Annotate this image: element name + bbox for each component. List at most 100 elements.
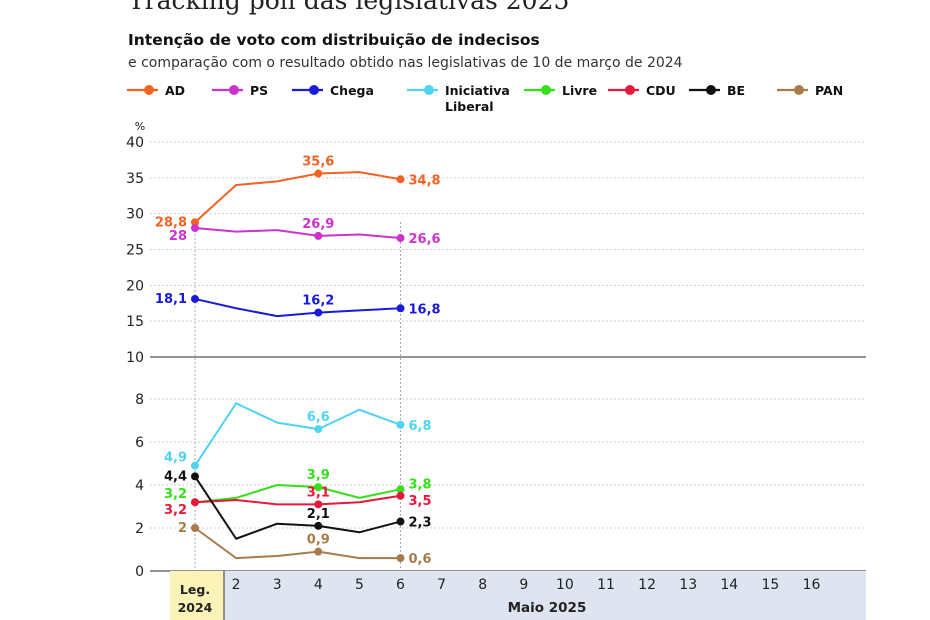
series-line-ps [194,227,401,240]
legend-line-dot-icon [523,83,556,97]
y-axis-unit: % [135,120,145,133]
data-label-pan: 0,9 [307,533,330,548]
legend-label: PS [250,83,269,98]
legend-line-dot-icon [776,83,809,97]
data-label-ps: 28 [169,229,187,244]
data-label-cdu: 3,5 [409,494,432,509]
series-line-ad [194,171,401,224]
legend-label: PAN [815,83,844,98]
data-label-iniciativa-liberal: 6,6 [307,410,330,425]
y-tick-label: 40 [126,135,144,151]
data-point-cdu [396,491,405,500]
legend-line-dot-icon [291,83,324,97]
data-label-livre: 3,2 [164,487,187,502]
legend-label: AD [165,83,186,98]
series-line-be [194,475,401,540]
data-point-ps [314,231,323,240]
data-label-pan: 0,6 [409,552,432,567]
series-line-pan [194,527,401,560]
data-label-chega: 16,8 [409,302,441,317]
data-point-chega [396,304,405,313]
leg-2024-cell [170,571,224,620]
data-label-ad: 35,6 [302,155,334,170]
legend-item-iniciativa-liberal: Iniciativa Liberal [406,83,515,115]
x-tick-label: 12 [638,577,656,593]
legend-label: BE [727,83,746,98]
data-point-ad [314,169,323,178]
series-line-iniciativa-liberal [194,402,401,467]
legend-label: CDU [646,83,676,98]
data-label-iniciativa-liberal: 6,8 [409,419,432,434]
data-point-livre [396,485,405,494]
data-label-chega: 16,2 [302,294,334,309]
data-label-cdu: 3,1 [307,485,330,500]
legend-line-dot-icon [688,83,721,97]
data-point-cdu [191,498,199,507]
data-label-chega: 18,1 [155,292,187,307]
chart-description: e comparação com o resultado obtido nas … [128,55,683,71]
legend-item-livre: Livre [523,83,597,99]
x-tick-label: 2 [232,577,241,593]
data-point-be [191,472,199,481]
data-label-livre: 3,8 [409,477,432,492]
x-tick-label: 7 [437,577,446,593]
data-label-ps: 26,6 [409,232,441,247]
x-tick-label: 4 [314,577,323,593]
data-point-ps [191,224,199,232]
x-tick-label: Leg. [180,582,210,597]
data-point-iniciativa-liberal [191,461,199,470]
data-label-be: 2,1 [307,507,330,522]
y-tick-label: 30 [126,207,144,223]
y-tick-label: 15 [126,314,144,330]
legend-item-ad: AD [126,83,185,99]
x-tick-label: 3 [273,577,282,593]
data-label-ps: 26,9 [302,217,334,232]
x-tick-label: 6 [396,577,405,593]
chart-subtitle: Intenção de voto com distribuição de ind… [128,31,540,49]
x-axis-band [224,571,866,620]
data-point-ad [396,175,405,184]
x-tick-label: 2024 [178,600,213,615]
legend-item-pan: PAN [776,83,843,99]
data-point-pan [396,554,405,563]
data-point-be [314,521,323,530]
x-axis-label: Maio 2025 [508,600,587,616]
data-point-chega [191,294,199,303]
x-tick-label: 5 [355,577,364,593]
data-point-iniciativa-liberal [396,420,405,429]
legend-item-ps: PS [211,83,268,99]
legend-label: Iniciativa Liberal [445,83,510,114]
data-point-iniciativa-liberal [314,425,323,434]
data-label-ad: 34,8 [409,173,441,188]
legend-line-dot-icon [607,83,640,97]
data-point-livre [314,483,323,492]
legend-line-dot-icon [211,83,244,97]
data-point-pan [314,547,323,556]
legend-label: Livre [562,83,598,98]
legend: AD PS Chega Iniciativa Liberal Livre CDU BE PAN [126,83,886,123]
data-label-ad: 28,8 [155,215,187,230]
y-tick-label: 0 [135,564,144,580]
data-label-iniciativa-liberal: 4,9 [164,451,187,466]
legend-item-chega: Chega [291,83,374,99]
data-point-be [396,517,405,526]
x-tick-label: 9 [519,577,528,593]
data-point-cdu [314,500,323,509]
chart-title: Tracking poll das legislativas 2025 [128,0,570,15]
x-tick-label: 15 [761,577,779,593]
series-line-chega [194,297,401,318]
x-tick-label: 11 [597,577,615,593]
legend-line-dot-icon [126,83,159,97]
series-line-livre [194,484,401,504]
y-tick-label: 4 [135,478,144,494]
x-tick-label: 14 [720,577,738,593]
x-tick-label: 16 [803,577,821,593]
y-tick-label: 6 [135,435,144,451]
data-point-ad [191,218,199,227]
y-tick-label: 35 [126,171,144,187]
data-point-pan [191,524,199,532]
legend-label: Chega [330,83,374,98]
data-point-ps [396,234,405,243]
data-label-pan: 2 [178,521,187,536]
